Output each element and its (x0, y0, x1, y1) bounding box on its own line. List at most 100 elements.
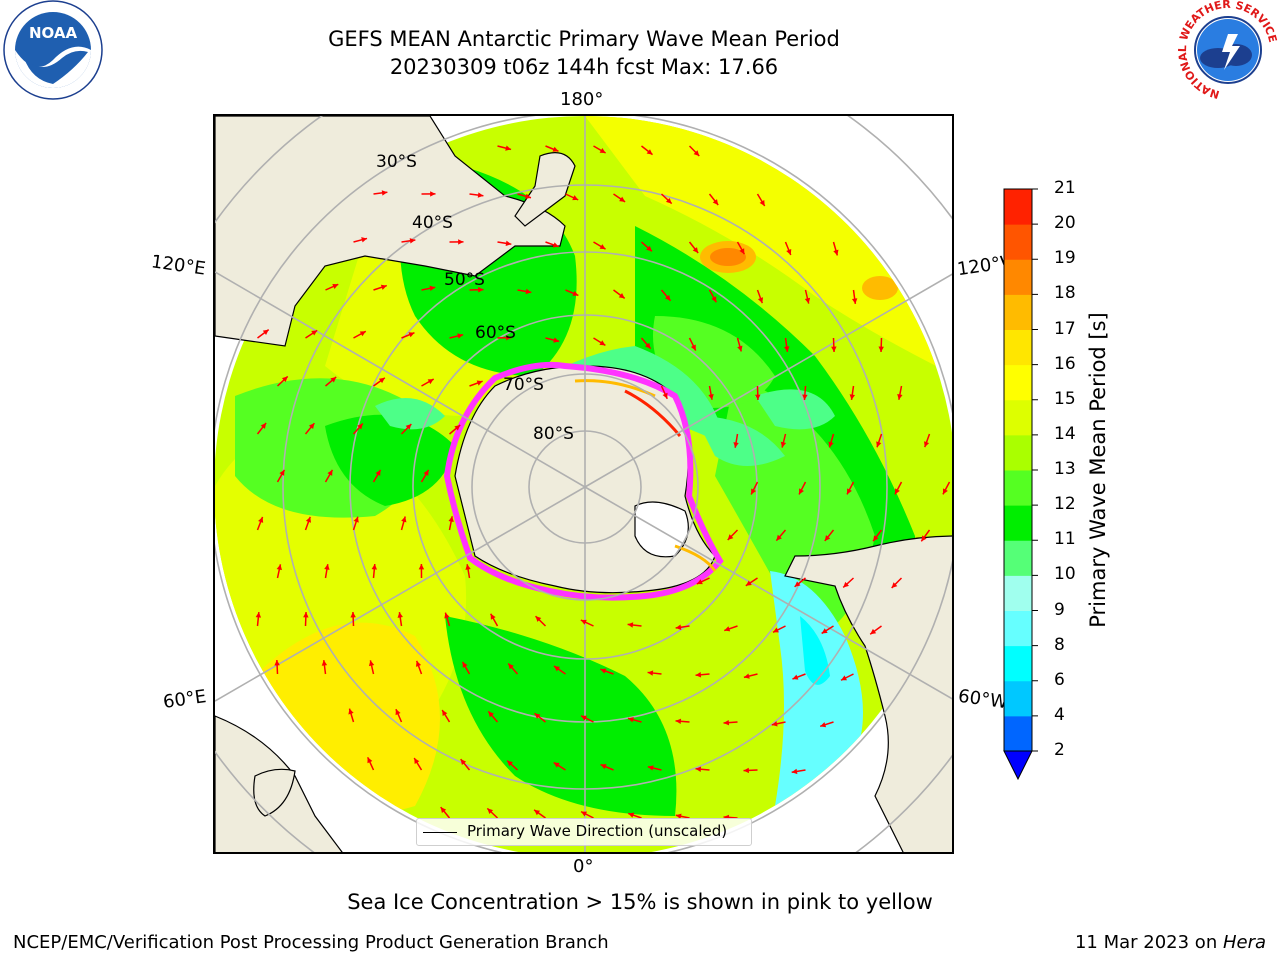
colorbar-segment (1004, 680, 1032, 717)
footer-date-text: 11 Mar 2023 on (1074, 932, 1223, 953)
wave-arrow-head (627, 622, 634, 628)
wave-arrow-head (395, 709, 401, 716)
colorbar (1003, 188, 1038, 781)
wave-arrow-head (695, 672, 702, 678)
footer-date: 11 Mar 2023 on Hera (1075, 932, 1266, 953)
wave-arrow-head (311, 330, 318, 336)
wave-arrow-head (581, 811, 588, 817)
wave-arrow-head (442, 710, 448, 717)
colorbar-tick-label: 10 (1054, 564, 1076, 585)
wave-arrow-head (799, 488, 804, 495)
wave-arrow-head (791, 768, 798, 775)
colorbar-tick-label: 13 (1054, 459, 1076, 479)
wave-arrow-head (840, 675, 847, 681)
wave-arrow-head (751, 488, 757, 495)
wave-arrow-head (350, 612, 356, 618)
wave-arrow-head (711, 296, 717, 303)
lat-label-80s: 80°S (533, 424, 574, 444)
wave-arrow-head (430, 191, 436, 197)
wave-arrow-head (507, 760, 513, 767)
wave-arrow-head (552, 242, 559, 248)
wave-arrow-head (371, 564, 378, 570)
wave-arrow-head (476, 380, 483, 386)
wave-arrow-head (490, 613, 496, 620)
lon-label-180: 180° (560, 89, 604, 110)
sea-ice-note: Sea Ice Concentration > 15% is shown in … (347, 890, 933, 914)
wave-arrow-head (627, 717, 634, 723)
wave-arrow-head (792, 674, 799, 680)
wave-arrow-head (359, 331, 366, 337)
wave-arrow-head (380, 284, 387, 290)
wave-arrow-head (743, 767, 749, 774)
lat-label-60s: 60°S (475, 323, 516, 343)
wave-arrow-head (599, 244, 606, 250)
wave-arrow-head (828, 441, 834, 448)
wave-arrow-head (368, 660, 375, 667)
colorbar-segment (1004, 505, 1032, 541)
wave-arrow-head (553, 337, 560, 343)
colorbar-segment (1004, 329, 1032, 366)
wave-arrow-head (894, 488, 900, 495)
colorbar-tick-label: 21 (1054, 178, 1076, 198)
wave-arrow-head (743, 673, 750, 679)
wave-arrow-head (724, 626, 731, 632)
wave-arrow-head (408, 332, 415, 338)
wave-arrow-head (821, 628, 828, 634)
wave-arrow-head (348, 708, 354, 715)
colorbar-tick-label: 19 (1054, 248, 1076, 269)
wave-arrow-head (847, 488, 852, 495)
wave-arrow-head (580, 619, 587, 625)
wave-arrow-head (647, 765, 654, 771)
wave-arrow-head (361, 237, 368, 243)
wave-direction-arrows (255, 145, 951, 821)
title-line-1: GEFS MEAN Antarctic Primary Wave Mean Pe… (328, 27, 840, 51)
wave-arrow-head (780, 441, 787, 448)
wave-arrow-head (454, 425, 461, 431)
wave-arrow-head (276, 564, 282, 571)
wave-arrow-head (465, 564, 471, 570)
wave-arrow-head (444, 612, 450, 619)
wave-arrow-head (733, 442, 739, 448)
wave-arrow-head (458, 239, 464, 245)
graticule (215, 116, 952, 852)
wave-arrow-head (440, 807, 447, 814)
colorbar-segment (1004, 259, 1032, 295)
colorbar-tick-label: 17 (1054, 318, 1076, 339)
wave-arrow-head (878, 346, 884, 352)
wave-arrow-head (423, 469, 429, 476)
wave-arrow-head (505, 145, 512, 151)
colorbar-segment (1004, 575, 1032, 611)
wave-arrow-head (367, 757, 373, 764)
wave-arrow-head (675, 813, 682, 820)
wave-arrow-head (820, 722, 827, 728)
wave-arrow-head (804, 297, 811, 304)
footer-host: Hera (1222, 932, 1266, 953)
colorbar-tick-label: 20 (1054, 213, 1076, 234)
wave-arrow-head (553, 762, 560, 768)
wave-arrow-head (281, 376, 288, 383)
wave-arrow-head (552, 146, 559, 152)
colorbar-tick-label: 2 (1054, 740, 1065, 760)
colorbar-title: Primary Wave Mean Period [s] (1086, 312, 1110, 628)
wave-arrow-head (776, 534, 782, 541)
colorbar-segment (1004, 540, 1032, 576)
wave-arrow-head (824, 535, 831, 541)
wave-arrow-head (405, 424, 412, 430)
wave-arrow-head (409, 238, 416, 244)
wave-arrow-head (675, 624, 682, 630)
wave-arrow-head (427, 379, 434, 385)
title-line-2: 20230309 t06z 144h fcst Max: 17.66 (389, 55, 779, 79)
wave-arrow-head (534, 713, 541, 719)
wave-arrow-head (646, 149, 653, 155)
lat-label-40s: 40°S (412, 213, 453, 233)
map-panel (213, 114, 954, 854)
colorbar-tick-label: 18 (1054, 283, 1076, 304)
colorbar-segment (1004, 294, 1032, 330)
wave-arrow-head (646, 245, 652, 252)
wave-arrow-head (274, 660, 280, 666)
wave-arrow-head (462, 661, 468, 668)
wave-arrow-head (645, 342, 651, 349)
wave-arrow-head (258, 516, 264, 523)
wave-arrow-head (675, 718, 682, 725)
lat-label-50s: 50°S (444, 270, 485, 290)
